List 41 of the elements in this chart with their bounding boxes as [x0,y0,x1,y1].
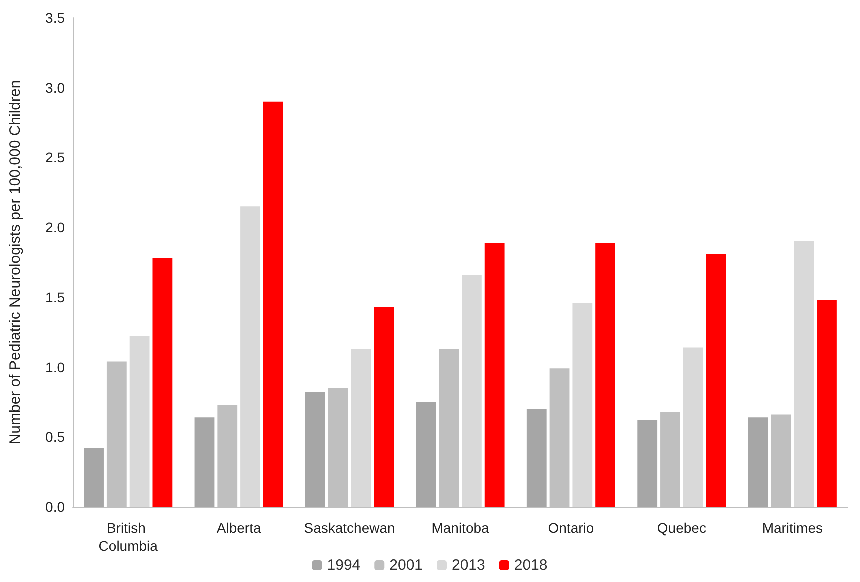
bar [152,258,173,507]
x-tick-label: Alberta [216,520,262,536]
bar [263,102,284,507]
bar [130,336,150,507]
y-tick-label: 2.5 [46,150,66,166]
y-tick-label: 0.0 [46,499,66,515]
bar [572,303,593,507]
y-axis-title: Number of Pediatric Neurologists per 100,000 Children [7,80,24,445]
y-tick-label: 2.0 [46,220,66,236]
bar [416,402,436,507]
bar [462,275,482,507]
bar [306,392,326,507]
x-tick-label: Ontario [548,520,594,536]
bar [596,242,616,507]
y-tick-label: 3.5 [46,10,66,26]
bar [683,348,704,507]
bar [526,409,547,507]
bar [794,242,814,507]
legend-label: 2018 [514,557,548,574]
bar [484,242,505,507]
bar [84,448,104,507]
x-tick-label: Saskatchewan [304,520,396,536]
x-tick-label: British Columbia [98,520,158,554]
y-tick-label: 1.0 [46,359,66,376]
y-tick-label: 1.5 [46,289,66,306]
bar [240,206,260,507]
y-tick-label: 3.0 [46,80,66,96]
y-tick-label: 0.5 [46,429,66,446]
legend-label: 2013 [452,557,486,574]
legend-label: 2001 [390,557,424,574]
bar [638,420,658,507]
bar [194,418,215,507]
x-tick-label: Quebec [657,520,706,536]
bar [351,349,372,507]
bar [706,254,726,507]
bar [748,418,768,507]
bar [817,300,837,507]
x-tick-label: Maritimes [762,520,823,536]
legend-label: 1994 [327,557,361,574]
x-tick-label: Manitoba [432,520,490,536]
bar [374,307,394,507]
